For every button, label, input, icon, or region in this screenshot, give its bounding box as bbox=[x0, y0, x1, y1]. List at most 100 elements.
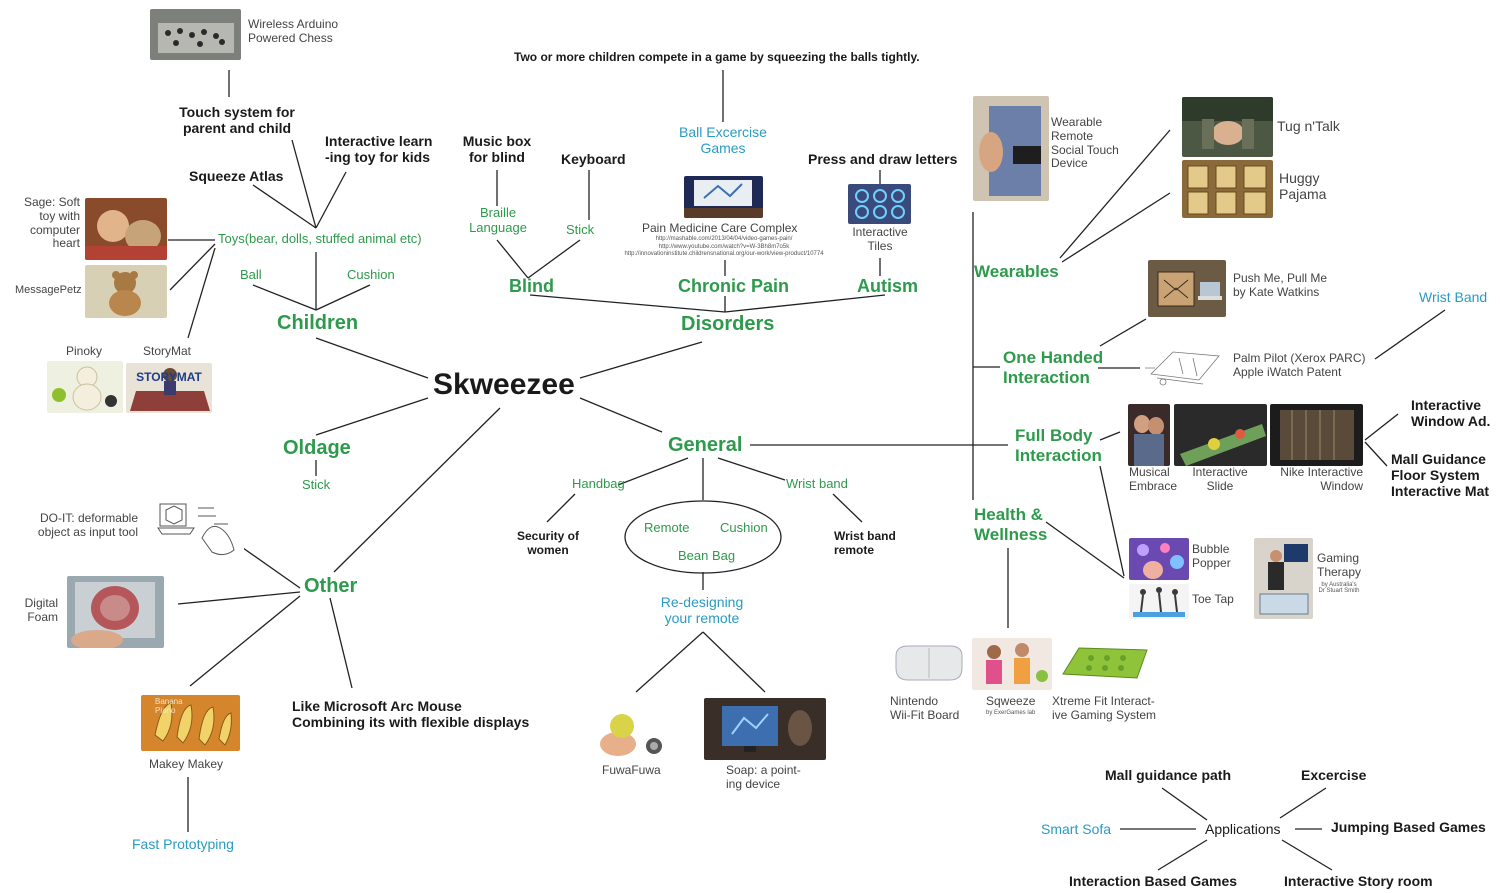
caption-nike-window: Nike Interactive Window bbox=[1280, 465, 1363, 493]
node-health-wellness: Health & Wellness bbox=[974, 505, 1048, 544]
do-it-sketch bbox=[154, 498, 244, 560]
node-bean-bag: Bean Bag bbox=[678, 548, 736, 563]
caption-pain-medicine: Pain Medicine Care Complex bbox=[642, 221, 798, 235]
caption-sqweeze: Sqweeze bbox=[986, 694, 1036, 708]
caption-push-me-pull-me: Push Me, Pull Me by Kate Watkins bbox=[1233, 271, 1328, 299]
node-interactive-story-room: Interactive Story room bbox=[1284, 873, 1433, 889]
caption-wearable-remote: Wearable Remote Social Touch Device bbox=[1051, 115, 1119, 171]
nike-window-image bbox=[1270, 404, 1363, 466]
caption-bubble-popper: Bubble Popper bbox=[1192, 542, 1231, 570]
wii-fit-image bbox=[888, 638, 968, 690]
soap-image bbox=[704, 698, 826, 760]
caption-musical-embrace: Musical Embrace bbox=[1129, 465, 1178, 493]
node-cushion-general: Cushion bbox=[720, 520, 768, 535]
caption-interactive-tiles: Interactive Tiles bbox=[852, 225, 908, 253]
node-wrist-band-remote: Wrist band remote bbox=[834, 529, 896, 557]
node-full-body-interaction: Full Body Interaction bbox=[1015, 426, 1102, 465]
node-wrist-band-general: Wrist band bbox=[786, 476, 848, 491]
caption-do-it: DO-IT: deformable object as input tool bbox=[37, 511, 138, 539]
sqweeze-image bbox=[972, 638, 1052, 690]
digital-foam-image bbox=[67, 576, 164, 648]
caption-sqweeze-credit: by ExerGames lab bbox=[986, 710, 1036, 716]
messagepetz-image bbox=[85, 265, 167, 318]
tug-talk-image bbox=[1182, 97, 1273, 157]
musical-embrace-image bbox=[1128, 404, 1170, 466]
caption-palm-pilot: Palm Pilot (Xerox PARC) Apple iWatch Pat… bbox=[1233, 351, 1366, 379]
xtreme-fit-image bbox=[1055, 640, 1153, 685]
node-security-of-women: Security of women bbox=[516, 529, 579, 557]
caption-interactive-slide: Interactive Slide bbox=[1192, 465, 1248, 493]
caption-nintendo-wii-fit: Nintendo Wii-Fit Board bbox=[890, 694, 960, 722]
caption-pinoky: Pinoky bbox=[66, 344, 103, 358]
huggy-pajama-image bbox=[1182, 160, 1273, 218]
node-music-box: Music box for blind bbox=[462, 133, 532, 166]
caption-huggy-pajama: Huggy Pajama bbox=[1279, 170, 1327, 203]
node-interaction-based-games: Interaction Based Games bbox=[1069, 873, 1238, 889]
palm-pilot-sketch bbox=[1143, 344, 1225, 389]
node-wrist-band-one-handed: Wrist Band bbox=[1419, 289, 1488, 305]
push-me-pull-me-image bbox=[1148, 260, 1226, 317]
node-fast-prototyping: Fast Prototyping bbox=[132, 836, 234, 852]
caption-gaming-therapy-credit: by Australia's Dr Stuart Smith bbox=[1318, 582, 1360, 594]
wearable-remote-image bbox=[973, 96, 1049, 201]
node-touch-system: Touch system for parent and child bbox=[179, 104, 295, 137]
node-interactive-window-ad: Interactive Window Ad. bbox=[1411, 397, 1491, 430]
node-handbag: Handbag bbox=[572, 476, 625, 491]
caption-digital-foam: Digital Foam bbox=[24, 596, 58, 624]
node-jumping-games: Jumping Based Games bbox=[1331, 819, 1486, 835]
node-keyboard: Keyboard bbox=[561, 151, 626, 167]
node-mall-guidance-path: Mall guidance path bbox=[1105, 767, 1232, 783]
central-node-skweezee: Skweezee bbox=[433, 368, 575, 401]
node-autism: Autism bbox=[857, 276, 919, 296]
toe-tap-image bbox=[1129, 584, 1189, 619]
node-one-handed-interaction: One Handed Interaction bbox=[1003, 348, 1104, 387]
fuwafuwa-image bbox=[598, 706, 666, 760]
caption-fuwafuwa: FuwaFuwa bbox=[602, 763, 661, 777]
node-chronic-pain: Chronic Pain bbox=[678, 276, 790, 296]
caption-gaming-therapy: Gaming Therapy bbox=[1317, 551, 1362, 579]
pinoky-image bbox=[47, 361, 123, 413]
caption-tug-n-talk: Tug n'Talk bbox=[1277, 118, 1340, 134]
node-general: General bbox=[668, 434, 743, 456]
sage-toy-image bbox=[85, 198, 167, 260]
pain-medicine-urls: http://mashable.com/2013/04/04/video-gam… bbox=[624, 236, 824, 257]
caption-messagepetz: MessagePetz bbox=[15, 284, 82, 296]
node-ball: Ball bbox=[240, 267, 262, 282]
node-interactive-learning-toy: Interactive learn -ing toy for kids bbox=[325, 133, 433, 166]
storymat-image bbox=[126, 363, 212, 413]
node-stick-oldage: Stick bbox=[302, 477, 331, 492]
caption-xtreme-fit: Xtreme Fit Interact- ive Gaming System bbox=[1052, 694, 1157, 722]
node-smart-sofa: Smart Sofa bbox=[1041, 821, 1112, 837]
caption-storymat: StoryMat bbox=[143, 344, 192, 358]
interactive-slide-image bbox=[1174, 404, 1267, 466]
makey-image-caption: Banana Piano bbox=[155, 697, 183, 716]
node-redesigning-remote: Re-designing your remote bbox=[660, 594, 744, 627]
node-toys: Toys(bear, dolls, stuffed animal etc) bbox=[218, 231, 422, 246]
node-remote: Remote bbox=[644, 520, 690, 535]
node-oldage: Oldage bbox=[283, 437, 351, 459]
caption-makey-makey: Makey Makey bbox=[149, 757, 224, 771]
bubble-popper-image bbox=[1129, 538, 1189, 580]
storymat-logo: STORYMAT bbox=[136, 370, 202, 384]
node-blind: Blind bbox=[509, 276, 554, 296]
caption-sage: Sage: Soft toy with computer heart bbox=[23, 195, 80, 251]
makey-makey-image bbox=[141, 695, 240, 751]
node-wearables: Wearables bbox=[974, 262, 1059, 281]
node-ball-exercise-games: Ball Excercise Games bbox=[679, 124, 767, 157]
node-arc-mouse: Like Microsoft Arc Mouse Combining its w… bbox=[292, 698, 530, 731]
node-press-draw-letters: Press and draw letters bbox=[808, 151, 958, 167]
node-disorders: Disorders bbox=[681, 313, 775, 335]
node-stick-blind: Stick bbox=[566, 222, 595, 237]
node-exercise: Excercise bbox=[1301, 767, 1367, 783]
gaming-therapy-image bbox=[1254, 538, 1313, 619]
caption-toe-tap: Toe Tap bbox=[1192, 592, 1234, 606]
caption-soap: Soap: a point- ing device bbox=[726, 763, 801, 791]
node-mall-guidance-floor: Mall Guidance Floor System Interactive M… bbox=[1391, 451, 1490, 500]
node-other: Other bbox=[304, 575, 358, 597]
node-squeeze-atlas: Squeeze Atlas bbox=[189, 168, 284, 184]
caption-wireless-chess: Wireless Arduino Powered Chess bbox=[248, 17, 339, 45]
squeeze-game-description: Two or more children compete in a game b… bbox=[514, 50, 920, 64]
node-braille: Braille Language bbox=[469, 205, 527, 235]
chess-image bbox=[150, 9, 241, 60]
